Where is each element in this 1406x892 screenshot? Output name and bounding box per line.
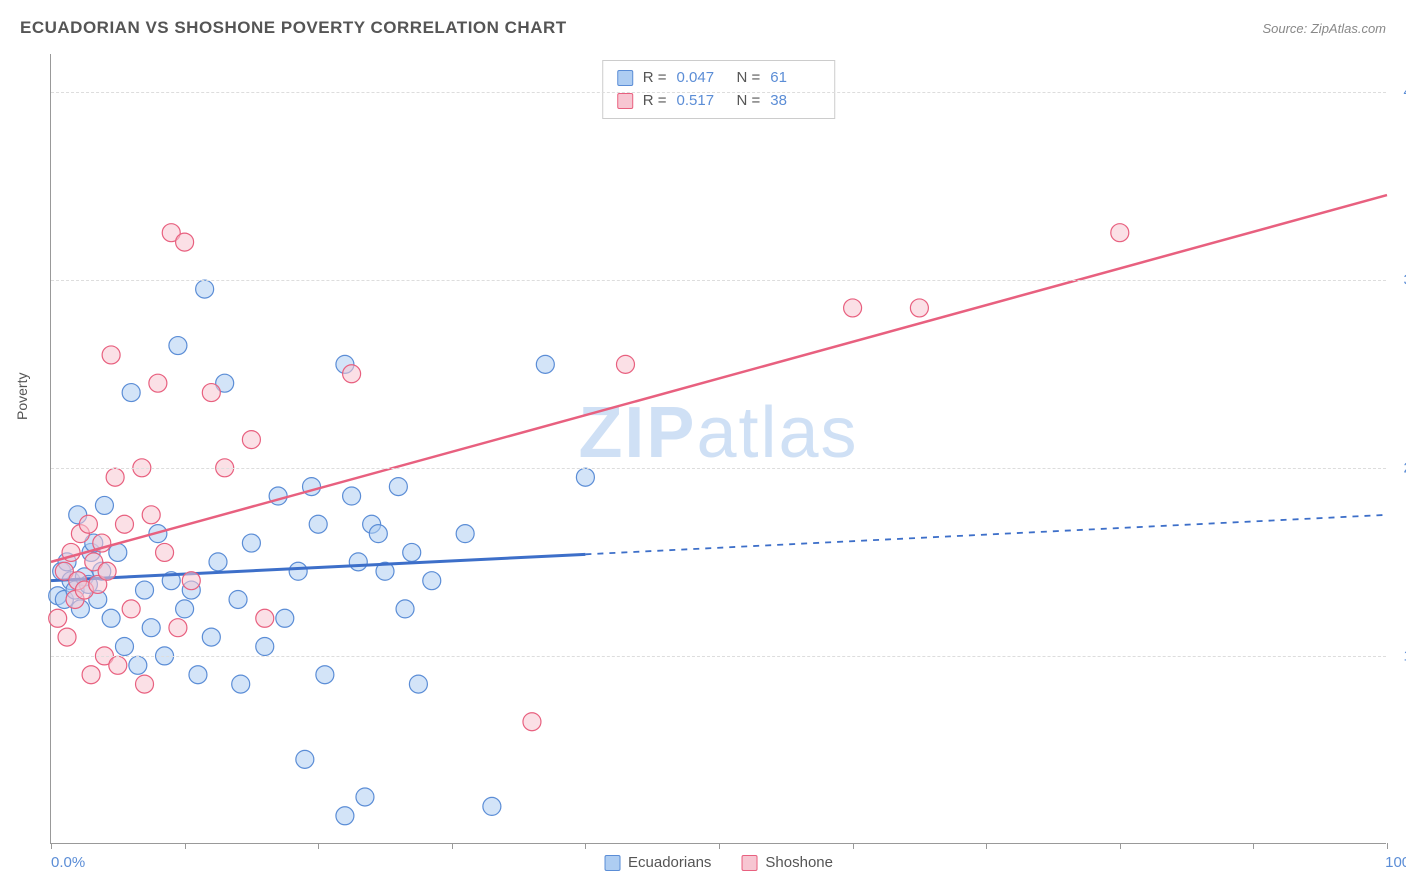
trend-line <box>51 195 1387 562</box>
data-point <box>256 609 274 627</box>
data-point <box>156 543 174 561</box>
data-point <box>176 600 194 618</box>
gridline <box>51 656 1386 657</box>
data-point <box>336 807 354 825</box>
data-point <box>409 675 427 693</box>
data-point <box>142 619 160 637</box>
data-point <box>844 299 862 317</box>
x-tick <box>1387 843 1388 849</box>
data-point <box>102 609 120 627</box>
data-point <box>82 666 100 684</box>
legend-swatch-2 <box>741 855 757 871</box>
data-point <box>129 656 147 674</box>
gridline <box>51 92 1386 93</box>
data-point <box>423 572 441 590</box>
data-point <box>169 619 187 637</box>
data-point <box>182 572 200 590</box>
data-point <box>196 280 214 298</box>
chart-title: ECUADORIAN VS SHOSHONE POVERTY CORRELATI… <box>20 18 567 38</box>
data-point <box>369 525 387 543</box>
data-point <box>1111 224 1129 242</box>
data-point <box>296 750 314 768</box>
trend-line <box>51 554 585 580</box>
gridline <box>51 280 1386 281</box>
data-point <box>202 628 220 646</box>
chart-header: ECUADORIAN VS SHOSHONE POVERTY CORRELATI… <box>20 18 1386 38</box>
data-point <box>209 553 227 571</box>
data-point <box>389 478 407 496</box>
x-tick <box>585 843 586 849</box>
x-tick <box>719 843 720 849</box>
legend-item-2: Shoshone <box>741 854 833 871</box>
data-point <box>403 543 421 561</box>
data-point <box>316 666 334 684</box>
data-point <box>102 346 120 364</box>
legend-swatch-1 <box>604 855 620 871</box>
trend-line-dashed <box>585 515 1387 555</box>
data-point <box>58 628 76 646</box>
data-point <box>109 656 127 674</box>
data-point <box>356 788 374 806</box>
data-point <box>276 609 294 627</box>
stats-row-1: R = 0.047 N = 61 <box>617 67 821 90</box>
x-tick <box>1253 843 1254 849</box>
data-point <box>49 609 67 627</box>
data-point <box>176 233 194 251</box>
data-point <box>242 431 260 449</box>
data-point <box>79 515 97 533</box>
data-point <box>106 468 124 486</box>
plot-region: ZIPatlas R = 0.047 N = 61 R = 0.517 N = … <box>50 54 1386 844</box>
data-point <box>136 675 154 693</box>
stats-legend-box: R = 0.047 N = 61 R = 0.517 N = 38 <box>602 60 836 119</box>
x-axis-max-label: 100.0% <box>1385 854 1406 871</box>
swatch-series1 <box>617 70 633 86</box>
legend-item-1: Ecuadorians <box>604 854 711 871</box>
data-point <box>202 384 220 402</box>
data-point <box>232 675 250 693</box>
x-axis-min-label: 0.0% <box>51 854 85 871</box>
data-point <box>115 638 133 656</box>
data-point <box>309 515 327 533</box>
data-point <box>115 515 133 533</box>
data-point <box>523 713 541 731</box>
data-point <box>576 468 594 486</box>
data-point <box>256 638 274 656</box>
data-point <box>229 590 247 608</box>
chart-area: ZIPatlas R = 0.047 N = 61 R = 0.517 N = … <box>50 54 1386 844</box>
swatch-series2 <box>617 93 633 109</box>
source-label: Source: ZipAtlas.com <box>1262 21 1386 36</box>
data-point <box>343 365 361 383</box>
data-point <box>122 384 140 402</box>
data-point <box>242 534 260 552</box>
data-point <box>536 355 554 373</box>
data-point <box>616 355 634 373</box>
scatter-svg <box>51 54 1387 844</box>
x-tick <box>185 843 186 849</box>
data-point <box>910 299 928 317</box>
data-point <box>122 600 140 618</box>
data-point <box>343 487 361 505</box>
data-point <box>289 562 307 580</box>
data-point <box>95 496 113 514</box>
stats-row-2: R = 0.517 N = 38 <box>617 90 821 113</box>
x-tick <box>853 843 854 849</box>
x-tick <box>986 843 987 849</box>
data-point <box>98 562 116 580</box>
x-tick <box>1120 843 1121 849</box>
data-point <box>189 666 207 684</box>
gridline <box>51 468 1386 469</box>
x-tick <box>51 843 52 849</box>
x-tick <box>452 843 453 849</box>
y-axis-label: Poverty <box>14 373 30 420</box>
data-point <box>149 374 167 392</box>
data-point <box>136 581 154 599</box>
data-point <box>349 553 367 571</box>
data-point <box>142 506 160 524</box>
data-point <box>456 525 474 543</box>
data-point <box>483 797 501 815</box>
data-point <box>169 337 187 355</box>
legend-bottom: Ecuadorians Shoshone <box>604 854 833 871</box>
x-tick <box>318 843 319 849</box>
data-point <box>396 600 414 618</box>
